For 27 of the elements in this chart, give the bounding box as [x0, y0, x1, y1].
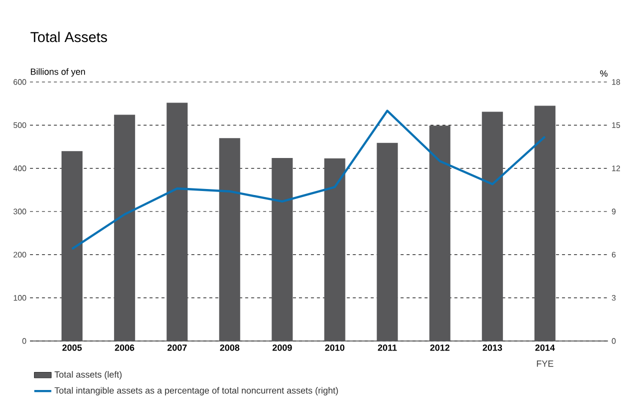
bar — [62, 151, 83, 341]
bar — [534, 106, 556, 341]
bar — [324, 158, 346, 341]
line-series — [70, 110, 546, 250]
x-tick-label: 2010 — [325, 344, 344, 351]
x-tick-label: 2009 — [272, 344, 292, 351]
x-tick-label: 2013 — [482, 344, 502, 351]
y2-axis-title: % — [600, 70, 608, 77]
legend-label: Total intangible assets as a percentage of total noncurrent assets (right) — [54, 387, 338, 396]
x-tick-label: 2012 — [430, 344, 450, 351]
bar — [166, 102, 188, 341]
bar — [376, 142, 398, 341]
x-tick-label: 2008 — [220, 344, 240, 351]
x-tick-label: 2006 — [114, 344, 134, 351]
text: FYE — [536, 360, 554, 367]
bar — [482, 112, 503, 341]
bar — [272, 158, 293, 341]
bar — [219, 138, 240, 341]
legend-label: Total assets (left) — [54, 371, 122, 380]
y-axis-title: Billions of yen — [30, 68, 85, 77]
x-tick-label: 2011 — [378, 344, 397, 351]
chart-title: Total Assets — [30, 32, 108, 42]
x-tick-label: 2007 — [167, 344, 187, 351]
bar — [429, 126, 450, 341]
bar — [114, 114, 136, 341]
x-tick-label: 2014 — [535, 344, 555, 351]
x-tick-label: 2005 — [62, 344, 82, 351]
